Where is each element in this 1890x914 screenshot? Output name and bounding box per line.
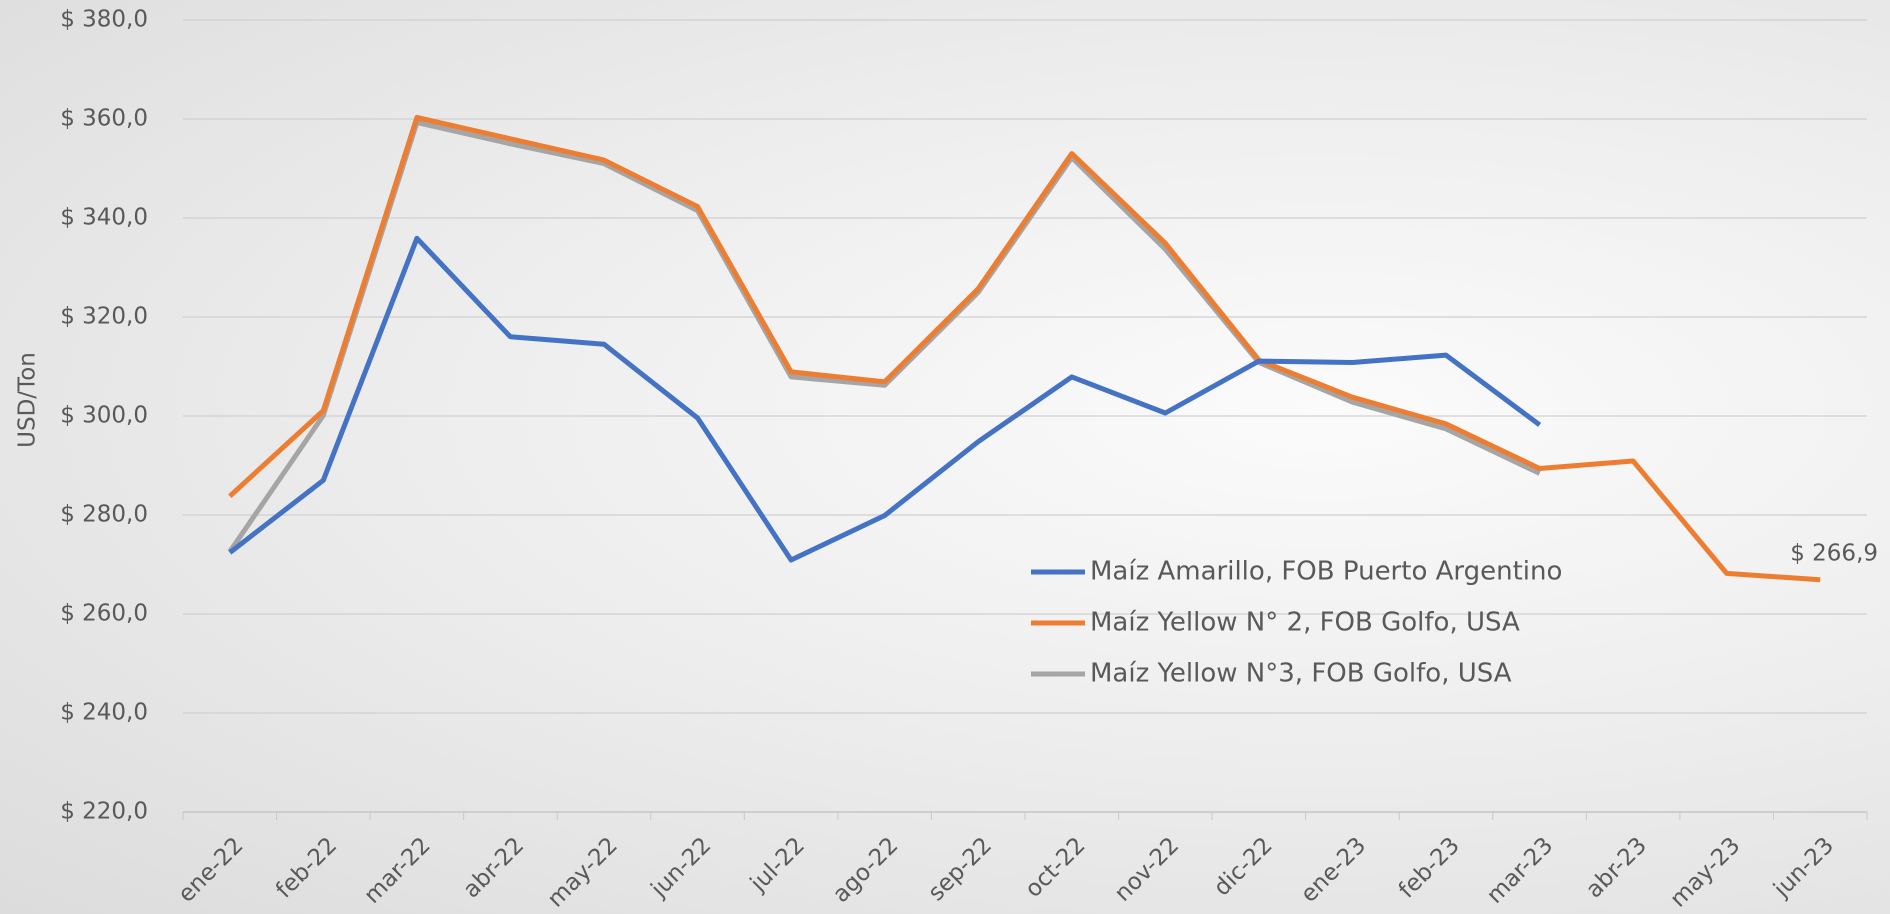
y-tick-label: $ 220,0 [60, 799, 148, 825]
y-tick-label: $ 360,0 [60, 106, 148, 132]
y-tick-label: $ 240,0 [60, 700, 148, 726]
series-line [230, 118, 1820, 580]
y-tick-label: $ 280,0 [60, 502, 148, 528]
x-tick-label: mar-22 [359, 832, 435, 908]
legend-label: Maíz Amarillo, FOB Puerto Argentino [1090, 557, 1562, 587]
x-tick-label: jun-22 [646, 832, 717, 903]
x-tick-label: may-22 [543, 832, 623, 912]
x-tick-label: dic-22 [1209, 832, 1278, 901]
x-tick-label: abr-23 [1581, 832, 1652, 903]
y-tick-label: $ 260,0 [60, 601, 148, 627]
series-line [230, 123, 1540, 552]
x-tick-label: jun-23 [1768, 832, 1839, 903]
legend-label: Maíz Yellow N°3, FOB Golfo, USA [1090, 659, 1512, 689]
x-tick-label: may-23 [1665, 832, 1745, 912]
y-axis-label: USD/Ton [15, 352, 41, 448]
x-tick-label: ago-22 [828, 832, 903, 907]
x-tick-label: feb-23 [1394, 832, 1465, 903]
x-tick-label: oct-22 [1020, 832, 1090, 902]
data-label: $ 266,9 [1790, 540, 1878, 566]
x-tick-label: nov-22 [1110, 832, 1184, 906]
legend-label: Maíz Yellow N° 2, FOB Golfo, USA [1090, 608, 1520, 638]
x-tick-label: jul-22 [745, 832, 810, 897]
x-tick-label: sep-22 [923, 832, 997, 906]
y-tick-label: $ 340,0 [60, 205, 148, 231]
chart: USD/Ton $ 220,0 $ 240,0 $ 260,0 $ 280,0 $ 30… [0, 0, 1890, 914]
x-tick-label: feb-22 [271, 832, 342, 903]
x-tick-label: mar-23 [1482, 832, 1558, 908]
y-tick-label: $ 300,0 [60, 403, 148, 429]
x-tick-label: ene-23 [1296, 832, 1371, 907]
x-tick-label: ene-22 [173, 832, 248, 907]
x-tick-label: abr-22 [458, 832, 529, 903]
y-tick-label: $ 380,0 [60, 7, 148, 33]
y-tick-label: $ 320,0 [60, 304, 148, 330]
